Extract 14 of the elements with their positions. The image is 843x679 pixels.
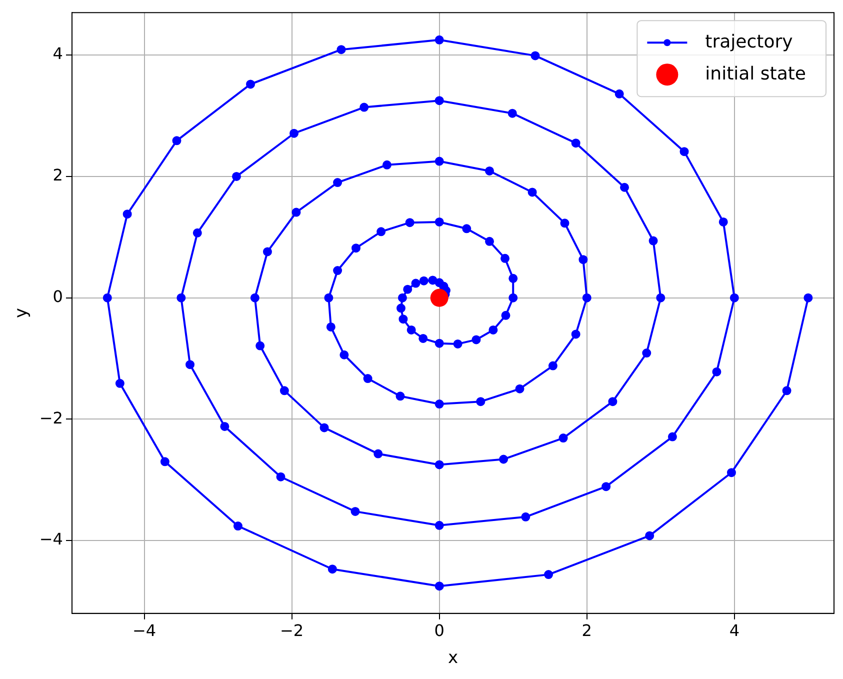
x-axis-title: x	[448, 648, 458, 668]
x-tick-label: 2	[582, 621, 592, 640]
x-tick-label: 0	[434, 621, 444, 640]
x-tick-label: −2	[280, 621, 304, 640]
legend-label: trajectory	[705, 31, 794, 52]
legend-label: initial state	[705, 63, 806, 84]
y-tick-label: −4	[39, 530, 63, 549]
x-tick-label: −4	[132, 621, 156, 640]
y-axis-title: y	[12, 308, 32, 318]
y-tick-label: −2	[39, 408, 63, 428]
y-tick-label: 4	[52, 44, 63, 64]
y-tick-label: 2	[52, 166, 63, 185]
x-tick-label: 4	[729, 621, 740, 640]
y-tick-label: 0	[52, 286, 63, 306]
